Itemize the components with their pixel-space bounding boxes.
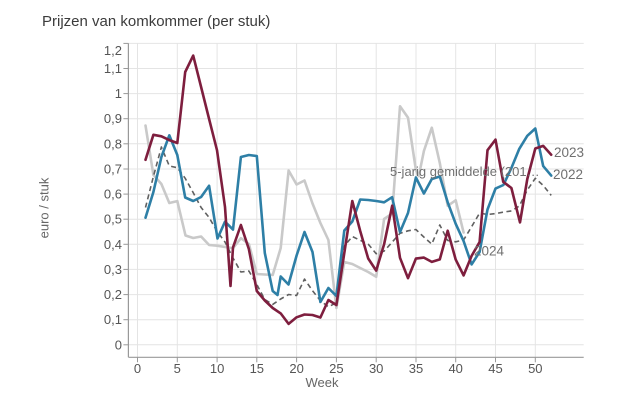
- svg-text:0: 0: [134, 361, 141, 376]
- svg-text:2023: 2023: [554, 145, 584, 160]
- svg-text:Week: Week: [306, 375, 339, 390]
- svg-text:0,4: 0,4: [104, 237, 122, 252]
- svg-text:50: 50: [528, 361, 542, 376]
- svg-text:0,7: 0,7: [104, 162, 122, 177]
- svg-text:1,2: 1,2: [104, 43, 122, 58]
- svg-text:2024: 2024: [474, 244, 505, 259]
- svg-text:0,2: 0,2: [104, 287, 122, 302]
- svg-text:20: 20: [289, 361, 303, 376]
- svg-text:0,1: 0,1: [104, 312, 122, 327]
- svg-text:35: 35: [409, 361, 423, 376]
- svg-text:1,1: 1,1: [104, 61, 122, 76]
- svg-text:euro / stuk: euro / stuk: [37, 177, 52, 238]
- svg-text:45: 45: [488, 361, 502, 376]
- svg-text:0,5: 0,5: [104, 212, 122, 227]
- svg-text:15: 15: [250, 361, 264, 376]
- svg-text:Prijzen van komkommer (per stu: Prijzen van komkommer (per stuk): [42, 13, 270, 30]
- svg-text:0: 0: [115, 337, 122, 352]
- svg-text:1: 1: [115, 86, 122, 101]
- svg-text:40: 40: [448, 361, 462, 376]
- svg-text:0,3: 0,3: [104, 262, 122, 277]
- svg-text:0,6: 0,6: [104, 187, 122, 202]
- svg-text:5: 5: [174, 361, 181, 376]
- svg-text:25: 25: [329, 361, 343, 376]
- svg-text:30: 30: [369, 361, 383, 376]
- svg-text:10: 10: [210, 361, 224, 376]
- svg-text:0,9: 0,9: [104, 111, 122, 126]
- svg-text:0,8: 0,8: [104, 136, 122, 151]
- svg-text:2022: 2022: [553, 167, 583, 182]
- svg-text:5-jarig gemiddelde (201…: 5-jarig gemiddelde (201…: [390, 164, 540, 179]
